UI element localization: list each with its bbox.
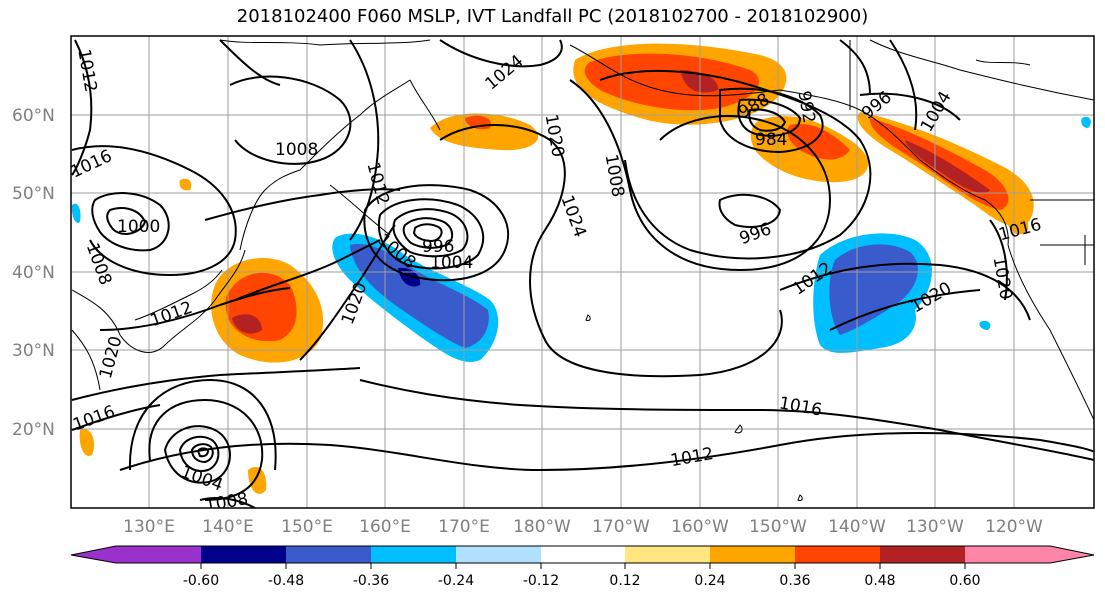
latitude-labels: 60°N 50°N 40°N 30°N 20°N: [12, 106, 55, 440]
colorbar-tick-label: -0.48: [268, 573, 304, 589]
colorbar-tick-label: 0.12: [609, 573, 640, 589]
colorbar-segment: [965, 546, 1094, 563]
lon-label: 140°W: [828, 517, 886, 537]
colorbar-tick-label: 0.36: [779, 573, 810, 589]
isobar-label: 996: [422, 237, 454, 257]
colorbar-tick-label: -0.36: [353, 573, 389, 589]
lon-label: 150°E: [281, 517, 333, 537]
isobar-label: 1000: [117, 217, 160, 237]
colorbar-segment: [710, 546, 795, 563]
colorbar-segment: [625, 546, 710, 563]
lon-label: 160°W: [671, 517, 729, 537]
colorbar-tick-label: 0.48: [864, 573, 895, 589]
colorbar-tick-label: -0.24: [438, 573, 474, 589]
lat-label-50n: 50°N: [12, 184, 55, 204]
positive-ivt-shading: [79, 43, 1034, 494]
lon-label: 150°W: [749, 517, 807, 537]
colorbar-segment: [456, 546, 541, 563]
colorbar-segment: [795, 546, 880, 563]
colorbar-tick-label: -0.12: [523, 573, 559, 589]
isobar-label: 1008: [204, 489, 250, 516]
isobar-label: 1004: [430, 253, 473, 273]
lat-label-40n: 40°N: [12, 263, 55, 283]
lat-label-60n: 60°N: [12, 106, 55, 126]
lat-label-30n: 30°N: [12, 341, 55, 361]
colorbar-segment: [541, 546, 625, 563]
colorbar-segment: [286, 546, 371, 563]
lon-label: 130°W: [906, 517, 964, 537]
colorbar-outline: [70, 545, 1095, 564]
figure-title: 2018102400 F060 MSLP, IVT Landfall PC (2…: [236, 6, 869, 27]
lon-label: 140°E: [202, 517, 254, 537]
isobar-label: 1008: [275, 140, 318, 160]
colorbar-segment: [371, 546, 456, 563]
lon-label: 120°W: [985, 517, 1043, 537]
longitude-labels: 130°E 140°E 150°E 160°E 170°E 180°W 170°…: [123, 517, 1043, 537]
colorbar: -0.60 -0.48 -0.36 -0.24 -0.12 0.12 0.24 …: [70, 545, 1095, 589]
colorbar-segment: [880, 546, 965, 563]
isobars: [71, 39, 1094, 508]
lon-label: 170°E: [438, 517, 490, 537]
graticule: [71, 36, 1094, 508]
lat-label-20n: 20°N: [12, 420, 55, 440]
lon-label: 170°W: [592, 517, 650, 537]
coastlines: [71, 39, 1094, 501]
colorbar-ticks: [200, 563, 966, 569]
colorbar-tick-label: 0.24: [694, 573, 725, 589]
lon-label: 180°W: [513, 517, 571, 537]
colorbar-tick-label: 0.60: [949, 573, 980, 589]
lon-label: 130°E: [123, 517, 175, 537]
colorbar-segment: [71, 546, 201, 563]
isobar-label: 984: [755, 130, 787, 150]
colorbar-segment: [201, 546, 286, 563]
map-frame: [70, 35, 1095, 509]
colorbar-tick-label: -0.60: [183, 573, 219, 589]
lon-label: 160°E: [359, 517, 411, 537]
